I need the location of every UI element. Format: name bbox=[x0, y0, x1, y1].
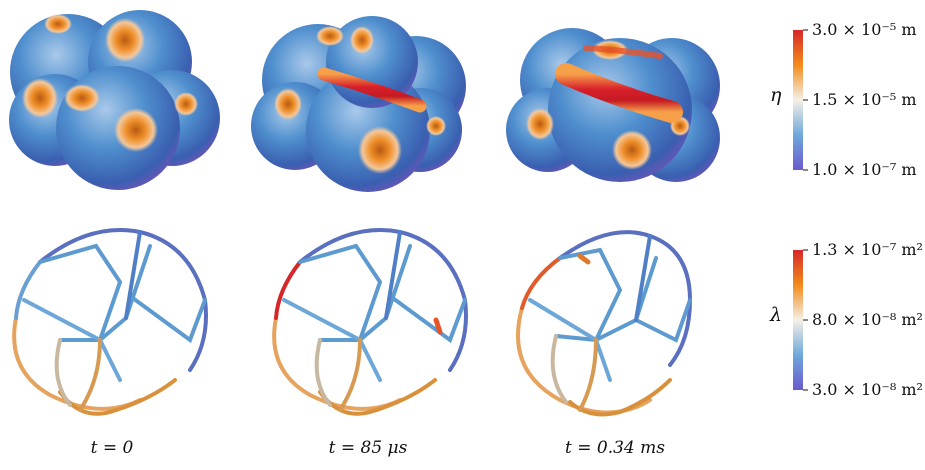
eta-mid-label: 1.5 × 10⁻⁵ m bbox=[812, 90, 917, 109]
bubble-cluster-t0 bbox=[9, 10, 220, 190]
eta-symbol: η bbox=[770, 84, 782, 106]
lambda-min-label: 3.0 × 10⁻⁸ m² bbox=[812, 380, 923, 399]
eta-max-label: 3.0 × 10⁻⁵ m bbox=[812, 20, 917, 39]
caption-t85us: t = 85 μs bbox=[328, 438, 408, 458]
eta-colorbar bbox=[793, 30, 803, 170]
caption-t034ms: t = 0.34 ms bbox=[565, 438, 665, 458]
plateau-network-t034ms bbox=[516, 230, 693, 417]
lambda-symbol: λ bbox=[770, 304, 783, 326]
bubble-cluster-t034ms bbox=[506, 28, 720, 182]
plateau-network-t85us bbox=[272, 228, 468, 416]
lambda-max-label: 1.3 × 10⁻⁷ m² bbox=[812, 240, 923, 259]
bubble-cluster-t85us bbox=[251, 16, 466, 192]
eta-min-label: 1.0 × 10⁻⁷ m bbox=[812, 160, 917, 179]
lambda-colorbar bbox=[793, 250, 803, 390]
caption-t0: t = 0 bbox=[90, 438, 134, 458]
plateau-network-t0 bbox=[12, 228, 208, 416]
lambda-mid-label: 8.0 × 10⁻⁸ m² bbox=[812, 310, 923, 329]
